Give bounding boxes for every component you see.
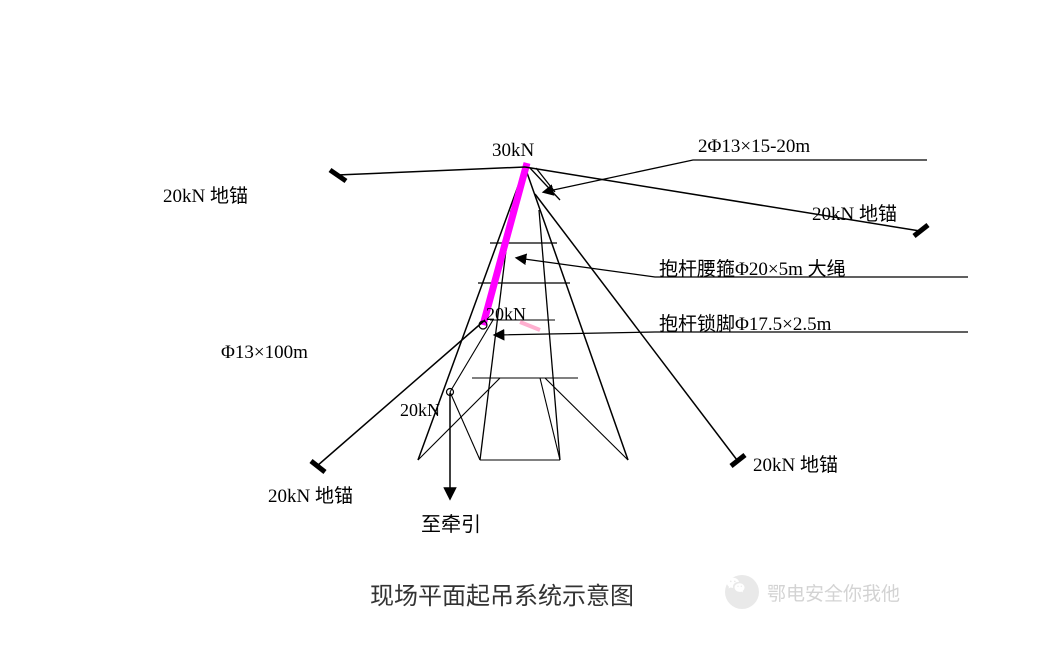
label-left-spec: Φ13×100m xyxy=(221,342,308,364)
tower-inner-right xyxy=(539,210,560,460)
watermark-text: 鄂电安全你我他 xyxy=(767,579,900,606)
anchor-br-stake xyxy=(731,455,745,466)
label-top-force: 30kN xyxy=(492,140,534,162)
label-traction: 至牵引 xyxy=(421,508,481,537)
label-lock-foot: 抱杆锁脚Φ17.5×2.5m xyxy=(659,309,831,336)
anchor-bl-stake xyxy=(311,461,325,472)
tower-leg-right xyxy=(525,167,628,460)
watermark: 鄂电安全你我他 xyxy=(725,575,900,609)
diagram-title: 现场平面起吊系统示意图 xyxy=(370,576,634,611)
guy-top-left xyxy=(337,167,525,175)
label-right-anchor-bottom: 20kN 地锚 xyxy=(753,450,838,477)
label-top-right-spec: 2Φ13×15-20m xyxy=(698,136,810,158)
label-lower-force: 20kN xyxy=(400,400,440,421)
wechat-icon xyxy=(725,575,759,609)
label-mid-force: 20kN xyxy=(486,304,526,325)
guy-bot-left xyxy=(317,320,485,466)
label-right-anchor-top: 20kN 地锚 xyxy=(812,199,897,226)
label-left-anchor-top: 20kN 地锚 xyxy=(163,181,248,208)
callout-spec xyxy=(544,160,927,192)
label-waist-hoop: 抱杆腰箍Φ20×5m 大绳 xyxy=(659,254,846,281)
label-left-anchor-bottom: 20kN 地锚 xyxy=(268,481,353,508)
anchor-tl-stake xyxy=(330,170,346,181)
diagram-svg xyxy=(0,0,1063,651)
pole xyxy=(483,163,527,325)
